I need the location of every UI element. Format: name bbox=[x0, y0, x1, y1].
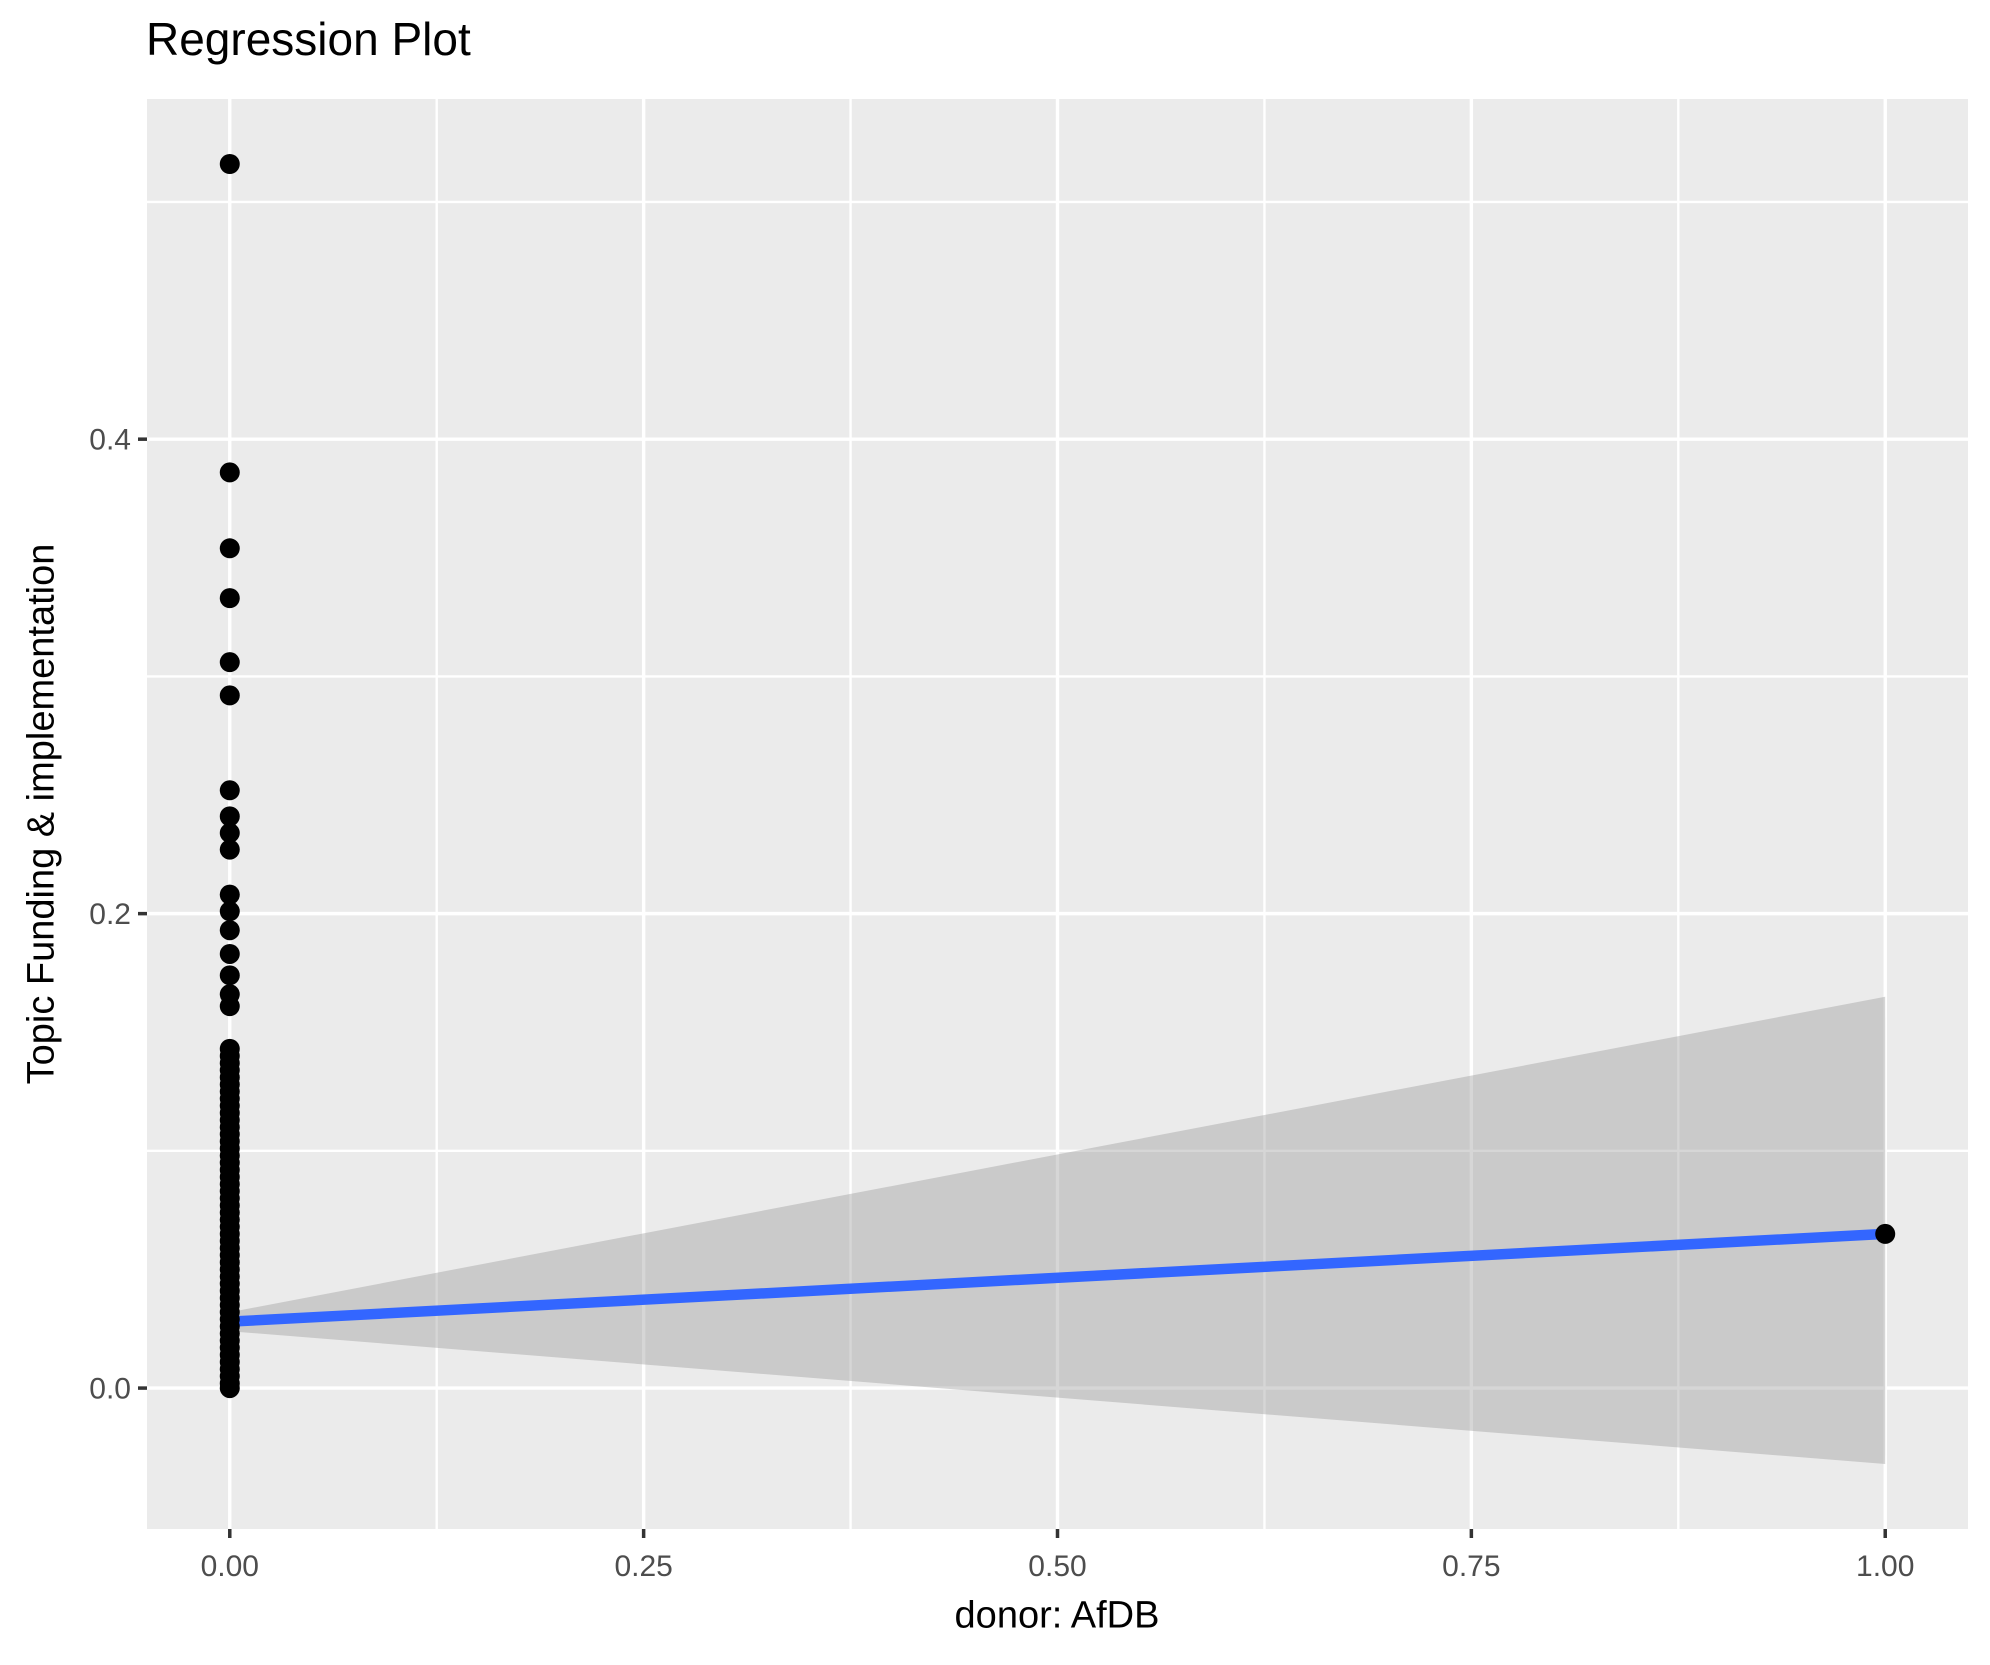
data-point bbox=[219, 588, 240, 609]
x-axis-tick-label: 0.75 bbox=[1442, 1550, 1500, 1583]
data-point bbox=[219, 965, 240, 986]
data-point bbox=[219, 462, 240, 483]
y-axis-tick-label: 0.0 bbox=[89, 1373, 131, 1406]
y-axis-tick-label: 0.4 bbox=[89, 424, 131, 457]
data-point bbox=[219, 780, 240, 801]
data-point bbox=[219, 685, 240, 706]
y-axis-tick-label: 0.2 bbox=[89, 898, 131, 931]
x-axis-tick-label: 1.00 bbox=[1856, 1550, 1914, 1583]
regression-line bbox=[229, 1228, 1886, 1327]
data-point bbox=[219, 806, 240, 827]
plot-title: Regression Plot bbox=[146, 13, 471, 65]
x-axis-tick-label: 0.50 bbox=[1028, 1550, 1086, 1583]
x-axis-title: donor: AfDB bbox=[954, 1594, 1160, 1637]
x-axis-tick-label: 0.25 bbox=[614, 1550, 672, 1583]
data-point bbox=[219, 996, 240, 1017]
data-point bbox=[219, 901, 240, 922]
data-point bbox=[219, 1378, 240, 1399]
data-point bbox=[219, 154, 240, 174]
data-point bbox=[219, 920, 240, 941]
data-point bbox=[219, 943, 240, 964]
x-axis-tick-label: 0.00 bbox=[201, 1550, 259, 1583]
data-point bbox=[219, 884, 240, 905]
data-point bbox=[219, 839, 240, 860]
data-point bbox=[1875, 1223, 1896, 1244]
data-point bbox=[219, 538, 240, 559]
data-point bbox=[219, 652, 240, 673]
confidence-ribbon bbox=[229, 996, 1886, 1464]
data-point bbox=[219, 822, 240, 843]
